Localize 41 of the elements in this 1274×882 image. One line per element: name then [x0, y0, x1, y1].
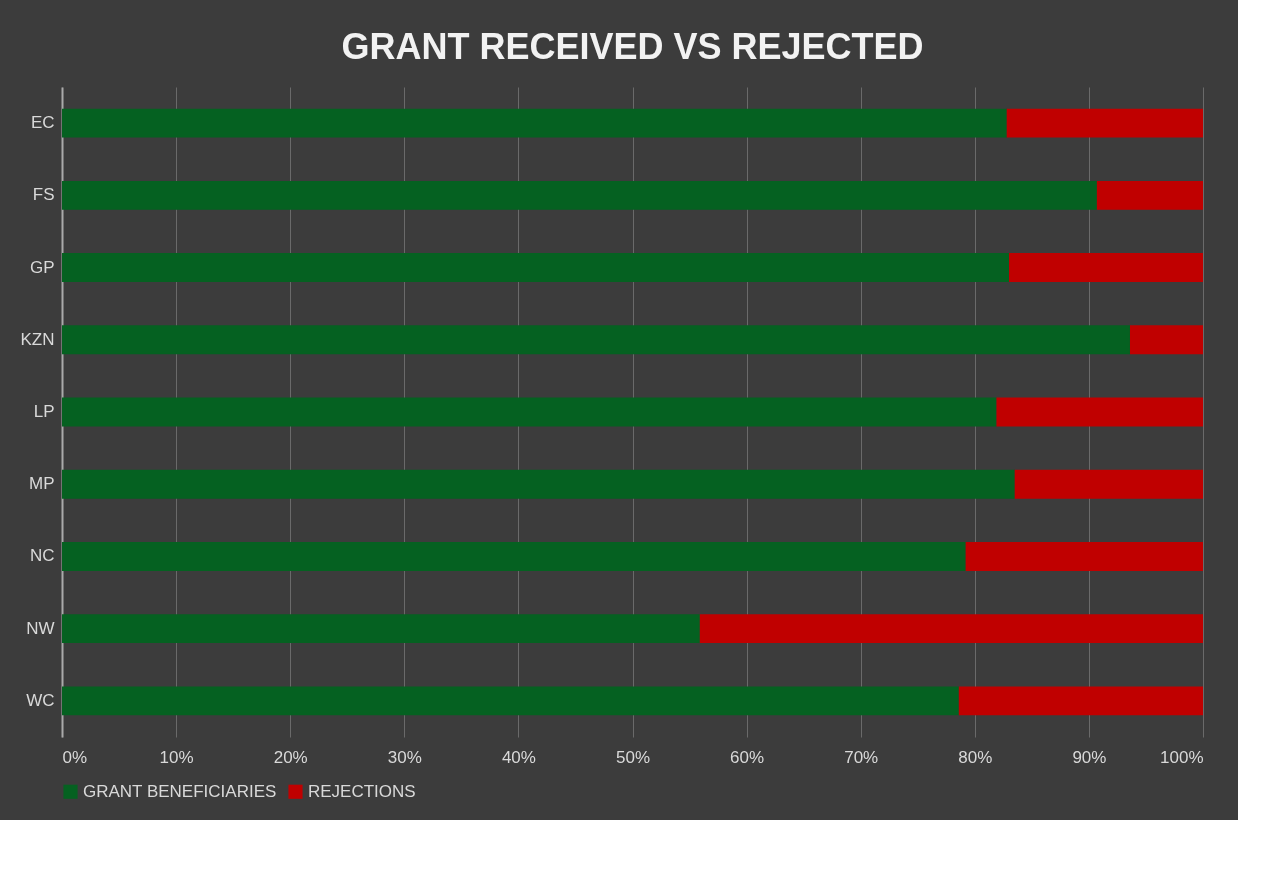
- x-tick-label: 50%: [615, 747, 651, 767]
- bar: [62, 469, 1015, 499]
- bar: [62, 542, 966, 571]
- x-tick-label: 70%: [844, 747, 879, 767]
- bar: [62, 614, 700, 644]
- y-tick-label: EC: [30, 113, 55, 133]
- bar: [1129, 325, 1203, 355]
- y-tick-label: NW: [26, 618, 55, 638]
- y-tick-label: NC: [29, 546, 55, 566]
- bar: [62, 108, 1007, 138]
- bar: [62, 397, 997, 427]
- bar: [1009, 253, 1203, 282]
- chart-title: GRANT RECEIVED VS REJECTED: [341, 26, 924, 67]
- bar: [965, 542, 1203, 571]
- bar: [1014, 469, 1203, 499]
- x-tick-label: 60%: [730, 747, 765, 767]
- x-tick-label: 20%: [273, 747, 308, 767]
- y-tick-label: GP: [29, 257, 55, 277]
- bar: [958, 686, 1203, 716]
- x-tick-label: 0%: [62, 747, 88, 767]
- bar: [699, 614, 1203, 644]
- bar: [996, 397, 1203, 427]
- y-tick-label: FS: [32, 185, 55, 205]
- bar: [62, 253, 1010, 282]
- bar: [62, 686, 959, 716]
- x-tick-label: 90%: [1072, 747, 1107, 767]
- x-tick-label: 10%: [159, 747, 194, 767]
- legend-label: REJECTIONS: [308, 781, 416, 801]
- y-tick-label: MP: [29, 474, 55, 494]
- legend-label: GRANT BENEFICIARIES: [83, 781, 277, 801]
- bar: [1096, 180, 1203, 210]
- y-tick-label: WC: [26, 690, 55, 710]
- bar: [62, 180, 1097, 210]
- bar: [62, 325, 1130, 355]
- y-tick-label: LP: [33, 402, 55, 421]
- y-tick-label: KZN: [20, 329, 55, 349]
- x-tick-label: 100%: [1160, 747, 1204, 767]
- bar: [1006, 108, 1203, 138]
- x-tick-label: 30%: [387, 747, 422, 767]
- x-tick-label: 80%: [958, 747, 993, 767]
- x-tick-label: 40%: [501, 747, 536, 767]
